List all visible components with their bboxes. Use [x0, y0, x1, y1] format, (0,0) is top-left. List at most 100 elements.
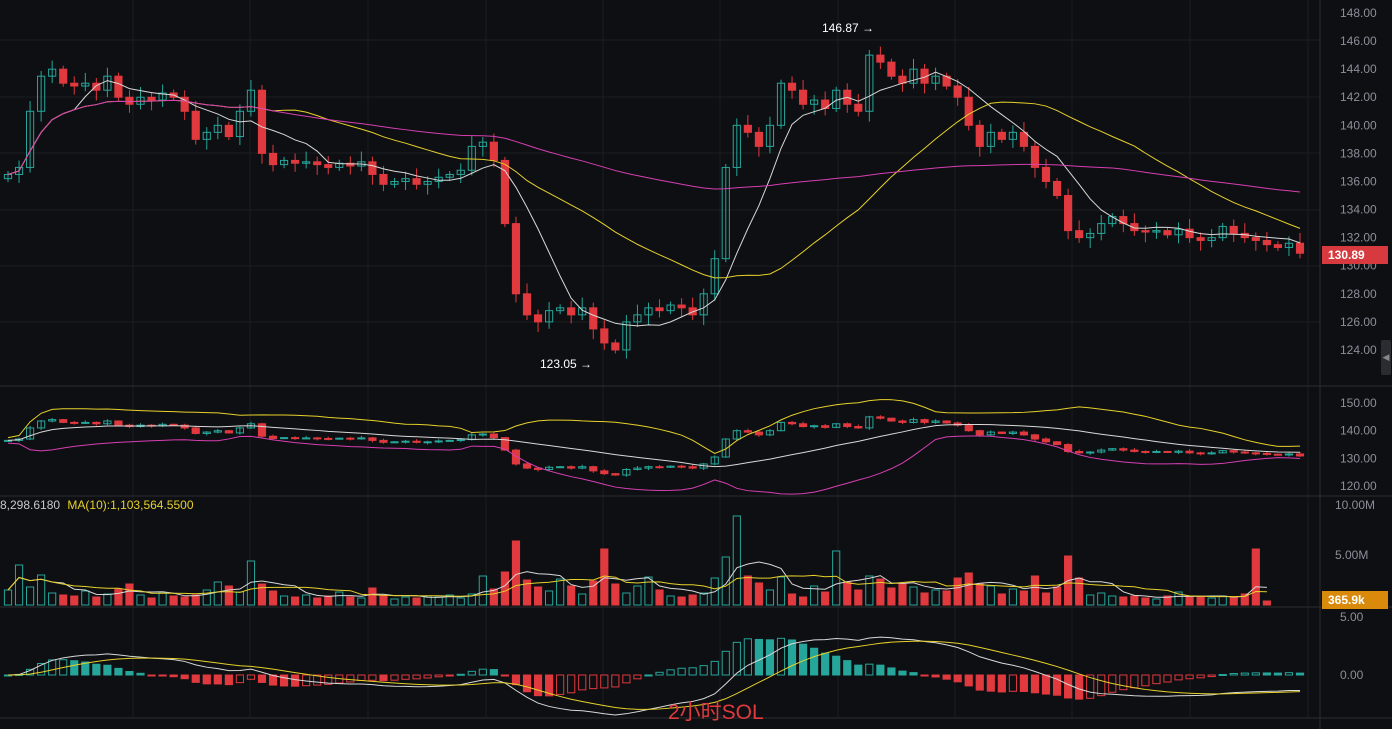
candle [743, 124, 752, 133]
volume-bar [1086, 594, 1095, 606]
boll-axis-tick: 150.00 [1340, 396, 1377, 410]
candle [478, 141, 487, 147]
boll-candle [1218, 450, 1227, 454]
candle [1064, 195, 1073, 232]
macd-histogram-bar [158, 674, 167, 677]
volume-bar [1251, 548, 1260, 606]
candle [821, 99, 830, 109]
boll-candle [975, 430, 984, 436]
candle [147, 96, 156, 101]
boll-candle [412, 440, 421, 443]
volume-bar [1174, 591, 1183, 606]
price-axis-tick: 148.00 [1340, 6, 1377, 20]
boll-candle [710, 456, 719, 465]
candle [986, 131, 995, 147]
boll-candle [268, 435, 278, 439]
boll-candle [25, 427, 35, 440]
boll-candle [324, 437, 333, 440]
macd-histogram-bar [1130, 674, 1139, 689]
boll-candle [1019, 431, 1029, 436]
boll-candle [633, 467, 642, 470]
candle [1262, 239, 1271, 246]
macd-histogram-bar [291, 674, 300, 687]
boll-candle [865, 416, 874, 429]
volume-bar [953, 577, 962, 606]
boll-candle [1207, 452, 1216, 455]
candle [235, 110, 244, 138]
boll-candle [81, 421, 90, 424]
candle [522, 293, 532, 316]
boll-candle [302, 437, 311, 440]
volume-bar [25, 586, 35, 606]
macd-histogram-bar [1284, 672, 1294, 676]
volume-bar [434, 596, 443, 606]
volume-bar [578, 593, 587, 606]
macd-histogram-bar [412, 674, 421, 680]
volume-bar [1163, 595, 1172, 606]
macd-histogram-bar [997, 674, 1006, 693]
candle [125, 96, 134, 105]
candle [1130, 223, 1139, 232]
boll-candle [898, 420, 907, 423]
boll-candle [765, 430, 775, 436]
macd-histogram-bar [556, 674, 565, 695]
candle [1284, 242, 1294, 248]
macd-histogram-bar [964, 674, 973, 687]
boll-middle-line [7, 423, 1301, 468]
macd-histogram-bar [898, 670, 907, 676]
volume-bar [324, 595, 333, 606]
macd-histogram-bar [445, 674, 454, 677]
boll-candle [964, 424, 973, 432]
macd-histogram-bar [732, 641, 741, 676]
macd-histogram-bar [1141, 674, 1150, 687]
macd-histogram-bar [644, 674, 653, 677]
volume-bar [865, 575, 874, 606]
boll-candle [1119, 448, 1128, 451]
boll-candle [1174, 450, 1183, 453]
macd-histogram-bar [401, 674, 410, 680]
macd-histogram-bar [545, 674, 554, 697]
boll-candle [1240, 451, 1249, 454]
volume-bar [522, 579, 532, 606]
candle [589, 307, 598, 330]
boll-candle [721, 438, 730, 458]
boll-candle [1284, 453, 1294, 456]
boll-candle [997, 431, 1006, 434]
candle [721, 166, 730, 260]
boll-candle [655, 466, 664, 469]
candle [865, 54, 874, 112]
macd-histogram-bar [1097, 674, 1106, 697]
volume-bar [478, 575, 487, 606]
macd-histogram-bar [876, 664, 885, 676]
boll-axis-tick: 140.00 [1340, 424, 1377, 438]
macd-histogram-bar [313, 674, 322, 686]
boll-candle [589, 466, 598, 472]
collapse-panel-handle[interactable]: ◀ [1381, 340, 1391, 375]
macd-histogram-bar [887, 667, 896, 676]
macd-histogram-bar [103, 664, 112, 676]
boll-candle [70, 421, 79, 424]
price-axis-tick: 126.00 [1340, 315, 1377, 329]
candle [412, 178, 421, 185]
boll-candle [688, 466, 697, 469]
candle [1086, 232, 1095, 239]
macd-histogram-bar [224, 674, 233, 686]
macd-histogram-bar [235, 674, 244, 684]
boll-candle [434, 440, 443, 443]
volume-bar [644, 576, 653, 606]
boll-candle [335, 437, 344, 440]
candle [909, 68, 918, 84]
candle [975, 124, 984, 147]
macd-histogram-bar [776, 637, 786, 676]
boll-candle [798, 423, 808, 428]
boll-candle [500, 437, 510, 451]
macd-histogram-bar [1229, 673, 1238, 676]
ma-slow-line [7, 99, 1301, 193]
volume-bar [246, 560, 256, 606]
boll-candle [489, 433, 498, 439]
boll-candle [1273, 453, 1283, 456]
volume-bar [997, 593, 1006, 606]
volume-bar [511, 540, 521, 606]
candle [567, 307, 576, 316]
